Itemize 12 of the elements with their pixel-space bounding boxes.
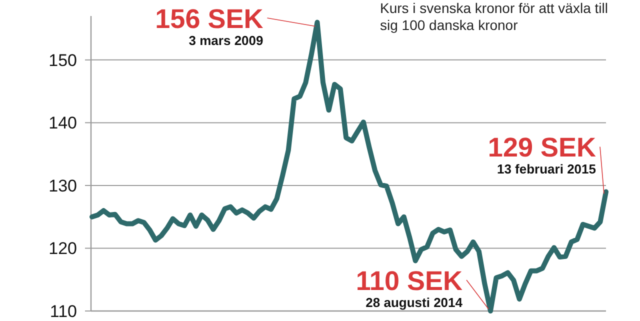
y-tick-label: 140 [48,114,77,133]
annotation: 13 februari 2015 [496,162,596,177]
annotation: 110 SEK [356,266,463,296]
y-tick-label: 130 [48,176,77,196]
y-tick-label: 120 [48,239,77,258]
y-tick-label: 110 [50,302,77,321]
y-tick-label: 150 [48,50,77,70]
annotation: 156 SEK [155,4,264,34]
annotation: 28 augusti 2014 [366,295,464,310]
annotation: Kurs i svenska kronor för att växla till sig 100 danska kronor [380,0,608,33]
annotation: 129 SEK [488,132,596,163]
annotation: 3 mars 2009 [188,33,264,48]
